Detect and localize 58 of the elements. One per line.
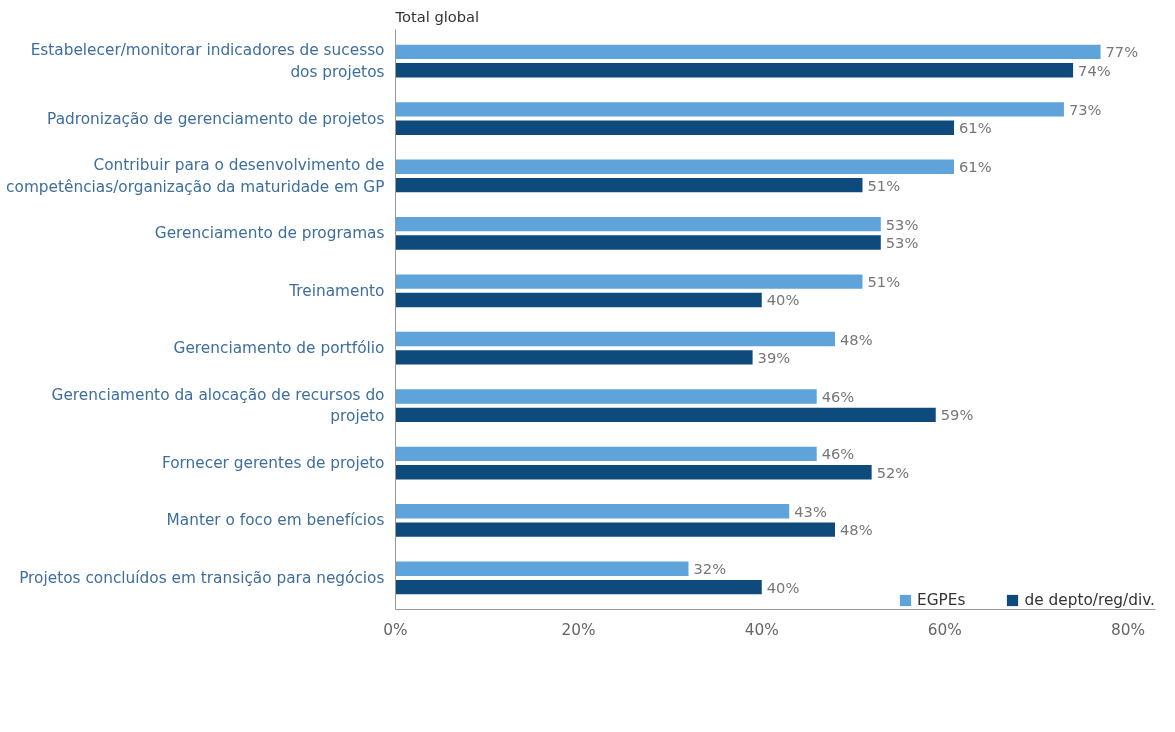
data-label: 43% bbox=[794, 502, 827, 520]
bar bbox=[395, 504, 790, 519]
data-label: 32% bbox=[693, 560, 727, 578]
bar bbox=[395, 446, 817, 462]
y-tick-label: Gerenciamento de programas bbox=[154, 224, 385, 243]
data-label: 46% bbox=[821, 445, 855, 463]
data-label: 48% bbox=[840, 330, 873, 348]
data-label: 53% bbox=[885, 234, 919, 252]
bar bbox=[395, 177, 863, 193]
y-tick-label: Treinamento bbox=[288, 281, 385, 300]
x-tick-label: 40% bbox=[744, 620, 779, 639]
y-tick-label: Manter o foco em benefícios bbox=[166, 511, 385, 530]
data-label: 73% bbox=[1068, 100, 1102, 118]
data-label: 40% bbox=[766, 291, 800, 309]
bar bbox=[395, 292, 762, 308]
bar bbox=[395, 331, 836, 347]
y-tick-label: Projetos concluídos em transição para negócios bbox=[19, 568, 385, 587]
bar bbox=[395, 522, 836, 537]
bar bbox=[395, 561, 689, 576]
data-label: 61% bbox=[959, 158, 992, 176]
x-tick-label: 0% bbox=[383, 620, 408, 639]
x-tick-label: 20% bbox=[561, 620, 596, 639]
y-tick-label: Padronização de gerenciamento de projetos bbox=[47, 109, 385, 128]
bar bbox=[395, 235, 881, 250]
data-label: 48% bbox=[840, 521, 873, 539]
data-label: 40% bbox=[766, 578, 800, 596]
x-tick-label: 60% bbox=[927, 620, 962, 639]
chart-title: Total global bbox=[394, 7, 480, 25]
bar bbox=[395, 217, 881, 232]
bar bbox=[395, 579, 762, 595]
data-label: 74% bbox=[1078, 61, 1111, 79]
data-label: 61% bbox=[959, 119, 992, 137]
bar bbox=[395, 102, 1064, 117]
y-tick-label: Fornecer gerentes de projeto bbox=[161, 454, 385, 473]
y-tick-label: Gerenciamento da alocação de recursos do projeto bbox=[51, 385, 385, 426]
bar bbox=[395, 159, 955, 174]
bar bbox=[395, 63, 1074, 78]
data-label: 77% bbox=[1105, 43, 1139, 61]
data-label: 51% bbox=[867, 273, 901, 291]
legend-label: EGPEs bbox=[917, 591, 966, 609]
data-label: 51% bbox=[867, 176, 901, 194]
data-label: 53% bbox=[885, 215, 919, 233]
bar bbox=[395, 350, 753, 365]
bar bbox=[395, 407, 936, 422]
x-tick-label: 80% bbox=[1111, 620, 1146, 639]
y-tick-label: Contribuir para o desenvolvimento de competências/organização da maturidade em GP bbox=[6, 156, 385, 196]
legend-label: de depto/reg/div. bbox=[1024, 591, 1155, 609]
y-tick-label: Gerenciamento de portfólio bbox=[173, 339, 385, 358]
bar bbox=[395, 389, 817, 404]
data-label: 39% bbox=[757, 348, 791, 366]
data-label: 52% bbox=[876, 463, 910, 481]
data-label: 46% bbox=[821, 387, 855, 405]
bar bbox=[395, 274, 863, 289]
y-tick-label: Estabelecer/monitorar indicadores de sucesso dos projetos bbox=[30, 41, 385, 81]
bar bbox=[395, 44, 1101, 60]
bar bbox=[395, 465, 872, 480]
bar bbox=[395, 120, 955, 135]
data-label: 59% bbox=[940, 406, 974, 424]
